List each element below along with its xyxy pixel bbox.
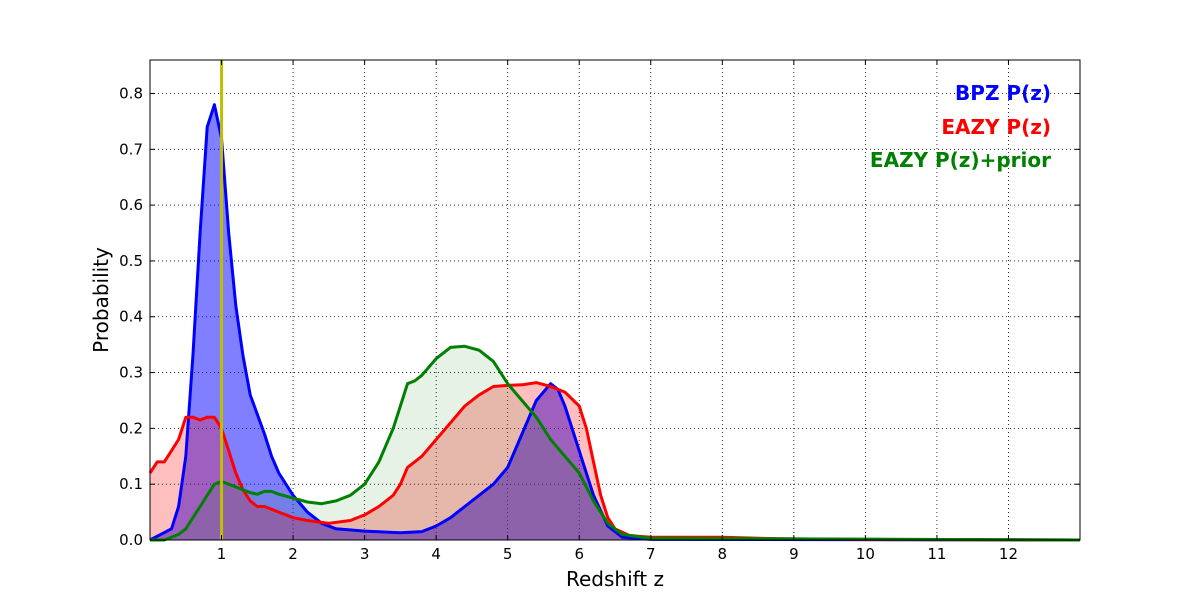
- x-tick-label: 3: [360, 545, 370, 563]
- axis-ticks: 1 2 3 4 5 6 7 8 9 10 11 120.00.10.20.30.40.50.60.70…: [119, 60, 1080, 563]
- x-tick-label: 6: [574, 545, 584, 563]
- x-tick-label: 2: [288, 545, 298, 563]
- x-tick-label: 7: [646, 545, 656, 563]
- legend-label-eazy: EAZY P(z): [941, 115, 1051, 139]
- y-tick-label: 0.3: [119, 364, 143, 382]
- x-tick-label: 12: [999, 545, 1018, 563]
- series-line-eazy: [148, 381, 1081, 542]
- y-tick-label: 0.7: [119, 140, 143, 158]
- series-fills: [150, 104, 1080, 540]
- series-fill-eazy-prior: [150, 346, 1080, 540]
- legend-label-eazy-prior: EAZY P(z)+prior: [870, 148, 1051, 172]
- y-axis-title: Probability: [89, 247, 113, 353]
- grid-lines: [150, 60, 1080, 541]
- x-tick-label: 4: [431, 545, 441, 563]
- x-axis-title: Redshift z: [566, 567, 664, 591]
- x-tick-label: 8: [718, 545, 728, 563]
- y-tick-label: 0.2: [119, 419, 143, 437]
- legend-label-bpz: BPZ P(z): [955, 81, 1051, 105]
- y-tick-label: 0.0: [119, 531, 143, 549]
- x-tick-label: 11: [927, 545, 946, 563]
- x-tick-label: 1: [217, 545, 227, 563]
- series-lines: [148, 103, 1081, 542]
- series-line-eazy-prior: [150, 344, 1081, 542]
- x-tick-label: 10: [856, 545, 875, 563]
- plot-frame: [149, 59, 1081, 541]
- x-tick-label: 9: [789, 545, 799, 563]
- y-tick-label: 0.6: [119, 196, 143, 214]
- x-tick-label: 5: [503, 545, 513, 563]
- y-tick-label: 0.4: [119, 308, 143, 326]
- y-tick-label: 0.5: [119, 252, 143, 270]
- y-tick-label: 0.8: [119, 84, 143, 102]
- series-fill-bpz: [150, 104, 1080, 540]
- series-line-bpz: [149, 103, 1081, 542]
- series-fill-eazy: [150, 382, 1080, 540]
- y-tick-label: 0.1: [119, 475, 143, 493]
- legend: BPZ P(z) EAZY P(z) EAZY P(z)+prior: [870, 81, 1051, 172]
